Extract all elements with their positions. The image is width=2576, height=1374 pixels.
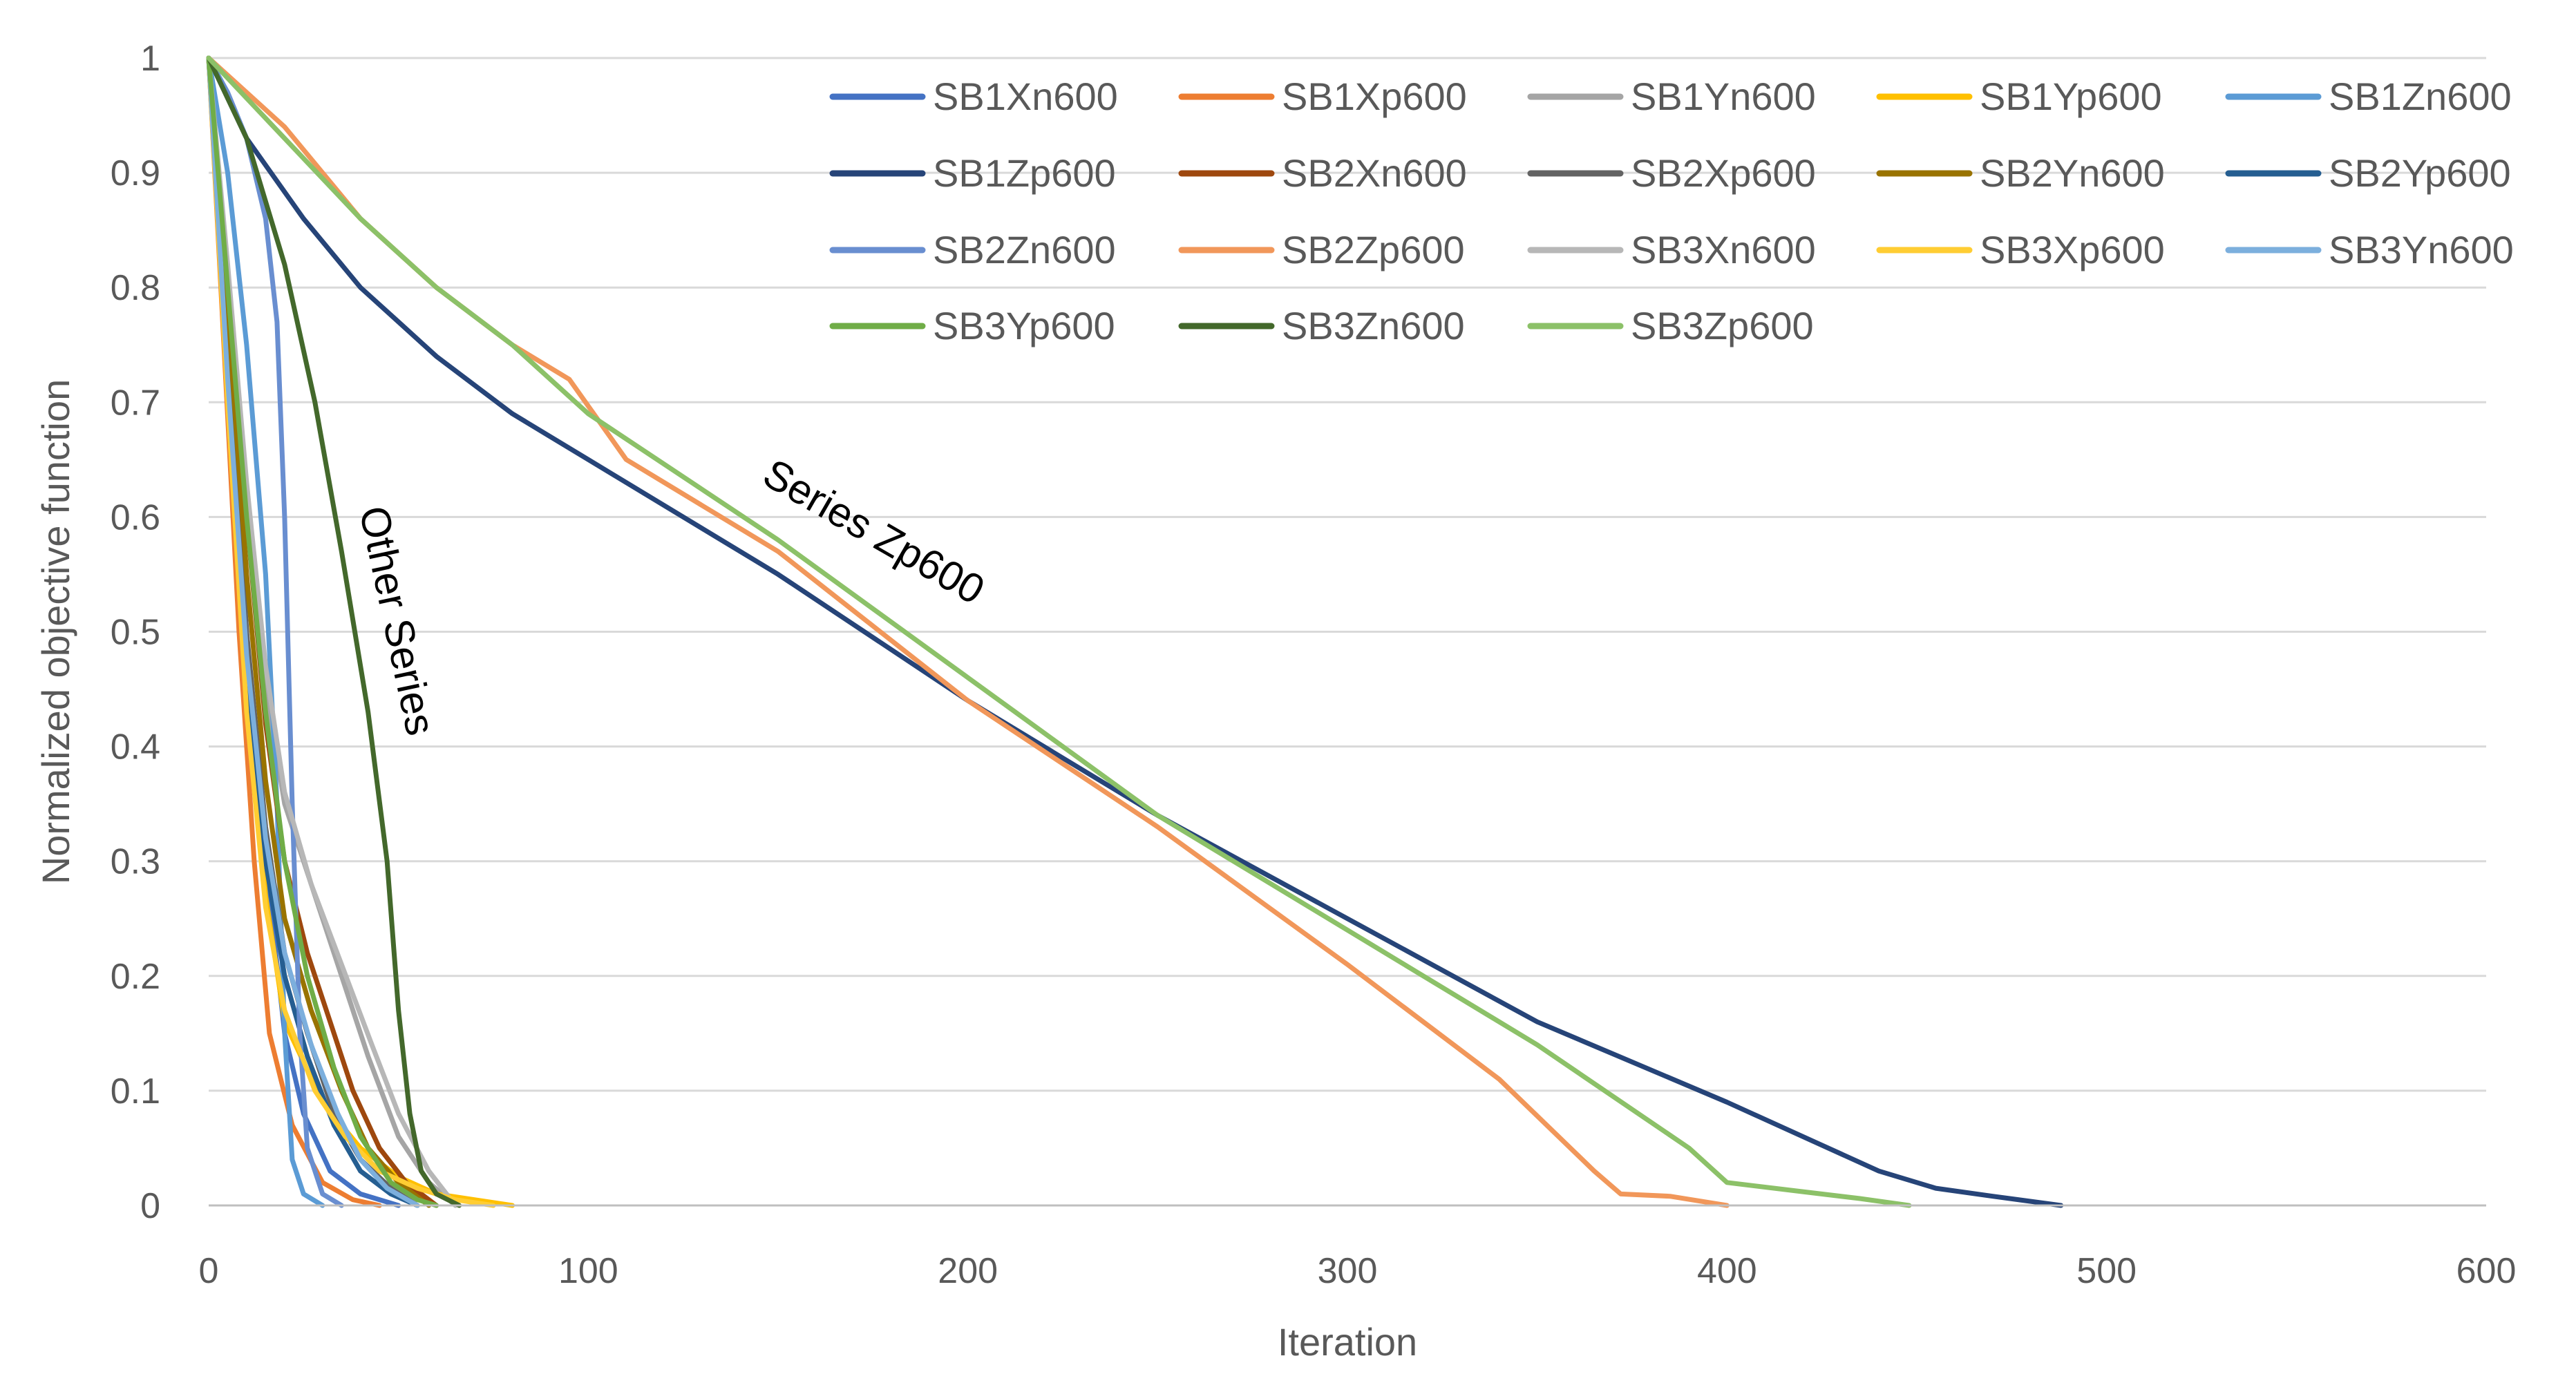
legend-label: SB2Xn600 (1282, 151, 1467, 195)
y-tick-label: 0.8 (111, 268, 160, 308)
y-tick-label: 0 (140, 1186, 160, 1226)
x-tick-label: 500 (2076, 1251, 2137, 1291)
x-tick-label: 400 (1697, 1251, 1757, 1291)
legend: SB1Xn600 SB1Xp600 SB1Yn600 SB1Yp600 SB1Zn600… (829, 75, 2514, 347)
legend-label: SB2Yp600 (2329, 151, 2511, 195)
y-tick-label: 0.1 (111, 1071, 160, 1111)
x-tick-label: 100 (558, 1251, 618, 1291)
legend-label: SB1Xp600 (1282, 75, 1467, 118)
legend-label: SB3Xp600 (1980, 228, 2165, 271)
x-tick-labels: 0 100 200 300 400 500 600 (199, 1251, 2517, 1291)
series-line-sb3xp600 (206, 55, 496, 1208)
y-tick-label: 0.5 (111, 613, 160, 653)
y-tick-label: 0.2 (111, 957, 160, 997)
series-line-sb3zp600 (206, 55, 1912, 1208)
y-tick-label: 0.4 (111, 727, 160, 767)
legend-label: SB1Xn600 (933, 75, 1118, 118)
annotations: Other Series Series Zp600 (350, 450, 992, 739)
y-tick-label: 1 (140, 39, 160, 79)
series-lines (206, 55, 2064, 1208)
x-tick-label: 200 (938, 1251, 998, 1291)
x-tick-label: 300 (1318, 1251, 1378, 1291)
legend-label: SB2Zp600 (1282, 228, 1465, 271)
series-line-sb3yn600 (206, 55, 420, 1208)
legend-label: SB2Yn600 (1980, 151, 2165, 195)
grid-lines (209, 57, 2486, 1092)
legend-label: SB3Zp600 (1631, 304, 1814, 347)
x-axis-title: Iteration (1278, 1320, 1417, 1364)
y-tick-label: 0.9 (111, 153, 160, 193)
legend-label: SB1Yn600 (1631, 75, 1816, 118)
y-axis-title: Normalized objective function (34, 379, 77, 884)
annotation-series-zp600: Series Zp600 (756, 450, 993, 613)
legend-label: SB2Zn600 (933, 228, 1116, 271)
legend-label: SB3Xn600 (1631, 228, 1816, 271)
legend-label: SB2Xp600 (1631, 151, 1816, 195)
x-tick-label: 600 (2456, 1251, 2517, 1291)
series-line-sb3zn600 (206, 55, 462, 1208)
y-tick-label: 0.3 (111, 842, 160, 882)
y-tick-label: 0.6 (111, 497, 160, 537)
y-tick-label: 0.7 (111, 383, 160, 423)
series-line-sb3yp600 (206, 55, 439, 1208)
legend-label: SB1Zn600 (2329, 75, 2512, 118)
x-tick-label: 0 (199, 1251, 219, 1291)
legend-label: SB3Zn600 (1282, 304, 1465, 347)
legend-label: SB3Yn600 (2329, 228, 2514, 271)
legend-label: SB1Zp600 (933, 151, 1116, 195)
series-line-sb3xn600 (206, 55, 458, 1208)
legend-label: SB1Yp600 (1980, 75, 2162, 118)
y-tick-labels: 0 0.1 0.2 0.3 0.4 0.5 0.6 0.7 0.8 0.9 1 (111, 39, 160, 1226)
series-line-sb1zp600 (206, 55, 2064, 1208)
legend-label: SB3Yp600 (933, 304, 1115, 347)
